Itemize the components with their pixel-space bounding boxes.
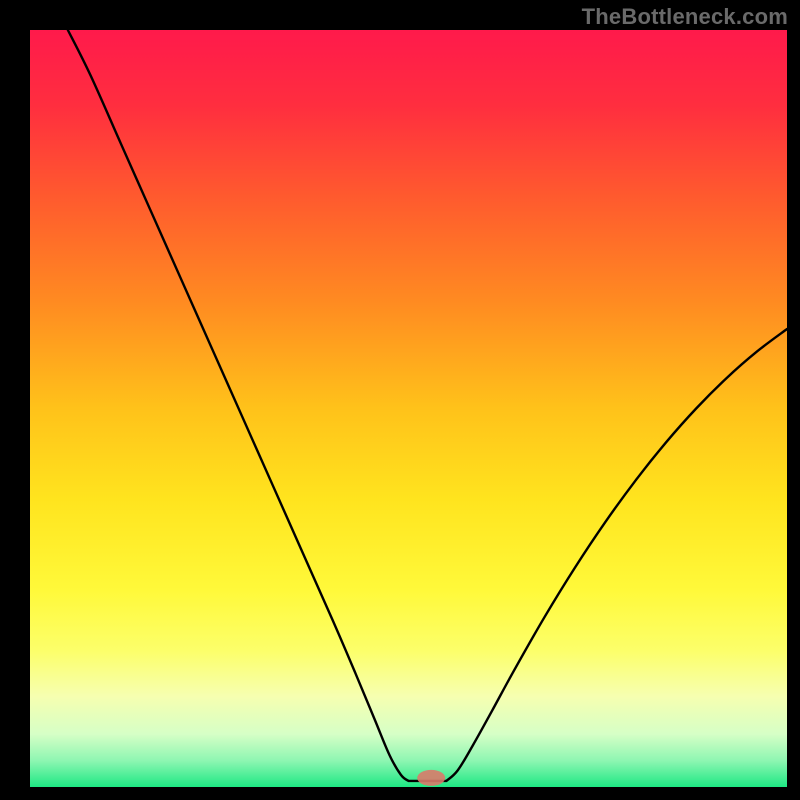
chart-frame: TheBottleneck.com	[0, 0, 800, 800]
plot-background-gradient	[30, 30, 787, 787]
optimal-point-marker	[417, 770, 445, 786]
watermark-text: TheBottleneck.com	[582, 4, 788, 30]
bottleneck-curve-chart	[0, 0, 800, 800]
